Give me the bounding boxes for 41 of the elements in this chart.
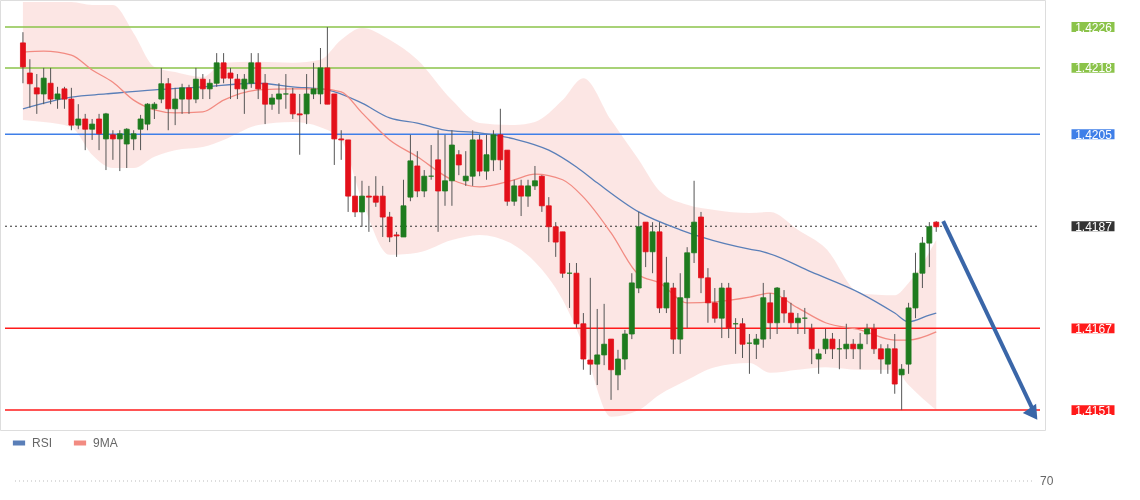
candlestick xyxy=(359,180,365,228)
candlestick xyxy=(421,169,428,198)
candlestick xyxy=(739,317,746,359)
candlestick xyxy=(815,348,822,375)
legend-label: 9MA xyxy=(93,436,118,450)
y-tick-label: 1.4226 xyxy=(1075,20,1113,35)
candlestick xyxy=(884,343,891,375)
candlestick xyxy=(455,149,462,176)
candlestick xyxy=(511,179,518,207)
candlestick xyxy=(649,221,656,274)
candlestick xyxy=(33,73,40,115)
candlestick xyxy=(829,332,836,360)
candlestick xyxy=(109,129,116,161)
candlestick xyxy=(82,113,89,151)
candlestick xyxy=(199,73,206,100)
candlestick xyxy=(898,363,905,411)
candlestick xyxy=(186,84,192,115)
candlestick xyxy=(767,292,774,340)
candlestick xyxy=(518,179,525,217)
candlestick xyxy=(857,332,864,370)
candlestick xyxy=(864,323,870,345)
y-tick-label: 1.4218 xyxy=(1075,61,1113,76)
candlestick xyxy=(47,67,54,105)
candlestick xyxy=(822,328,829,355)
legend-label: RSI xyxy=(32,436,53,450)
candlestick xyxy=(75,103,82,130)
candlestick xyxy=(808,323,815,365)
candlestick xyxy=(193,67,199,104)
candlestick xyxy=(89,118,96,141)
candlestick xyxy=(850,338,857,360)
y-tick-label: 1.4151 xyxy=(1075,403,1113,418)
candlestick xyxy=(26,58,33,109)
candlestick xyxy=(54,86,61,110)
candlestick xyxy=(234,73,241,100)
y-tick-label: 1.4205 xyxy=(1075,127,1113,142)
y-tick-label: 1.4187 xyxy=(1075,219,1113,234)
candlestick xyxy=(158,67,165,104)
candlestick xyxy=(96,113,102,151)
y-tick-label: 1.4167 xyxy=(1075,321,1113,336)
text: 70 xyxy=(1040,474,1054,488)
candlestick xyxy=(40,67,47,105)
